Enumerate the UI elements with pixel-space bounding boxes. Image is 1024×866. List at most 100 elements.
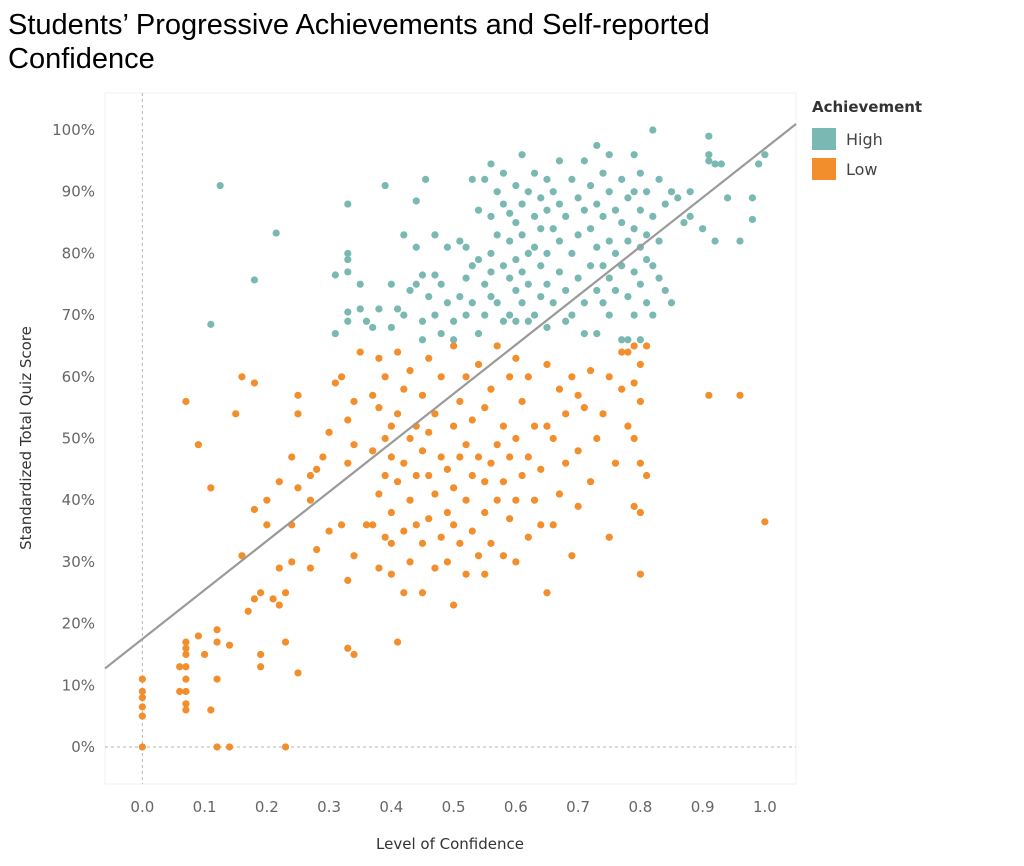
y-tick-label: 30% bbox=[62, 553, 95, 571]
legend-swatch-low bbox=[812, 158, 836, 180]
point-high bbox=[456, 292, 464, 301]
point-low bbox=[512, 354, 520, 362]
point-low bbox=[512, 434, 520, 443]
point-high bbox=[406, 286, 414, 295]
y-tick-label: 50% bbox=[62, 430, 95, 448]
point-high bbox=[630, 268, 638, 276]
point-low bbox=[512, 558, 520, 566]
point-high bbox=[593, 243, 601, 251]
legend-label-high: High bbox=[846, 129, 883, 149]
point-high bbox=[362, 317, 371, 325]
point-low bbox=[437, 373, 445, 381]
point-high bbox=[555, 157, 564, 165]
point-high bbox=[344, 255, 352, 264]
point-low bbox=[275, 601, 283, 609]
point-high bbox=[530, 311, 539, 319]
point-high bbox=[624, 194, 632, 202]
point-high bbox=[344, 268, 352, 276]
point-low bbox=[387, 508, 395, 517]
point-high bbox=[580, 299, 588, 307]
point-low bbox=[400, 385, 408, 393]
point-low bbox=[624, 348, 632, 356]
x-tick-label: 0.6 bbox=[504, 798, 528, 816]
point-low bbox=[549, 434, 557, 443]
point-low bbox=[574, 391, 582, 399]
point-high bbox=[624, 292, 632, 301]
point-low bbox=[568, 373, 576, 381]
point-low bbox=[450, 484, 458, 492]
point-high bbox=[518, 299, 526, 307]
point-high bbox=[331, 271, 339, 279]
point-low bbox=[344, 459, 352, 467]
point-high bbox=[636, 280, 644, 288]
point-low bbox=[456, 539, 464, 547]
point-low bbox=[499, 552, 508, 560]
point-low bbox=[306, 564, 315, 572]
point-high bbox=[506, 311, 514, 319]
legend-item-high[interactable]: High bbox=[812, 124, 922, 154]
point-low bbox=[425, 428, 433, 436]
point-low bbox=[593, 434, 601, 443]
point-low bbox=[524, 453, 532, 461]
point-high bbox=[421, 175, 430, 183]
x-tick-label: 0.9 bbox=[691, 798, 715, 816]
point-low bbox=[381, 533, 389, 541]
point-low bbox=[313, 545, 321, 554]
point-low bbox=[618, 385, 626, 393]
point-low bbox=[450, 521, 458, 529]
plot-area bbox=[104, 92, 797, 785]
point-low bbox=[381, 373, 389, 381]
point-low bbox=[443, 465, 451, 473]
point-high bbox=[499, 262, 508, 270]
point-low bbox=[238, 373, 246, 381]
point-low bbox=[344, 416, 352, 424]
point-low bbox=[530, 496, 539, 504]
point-low bbox=[387, 570, 395, 578]
point-low bbox=[506, 515, 514, 523]
legend-title: Achievement bbox=[812, 98, 923, 116]
point-high bbox=[512, 317, 520, 325]
point-high bbox=[487, 292, 495, 301]
point-low bbox=[537, 465, 545, 473]
point-high bbox=[580, 206, 588, 214]
y-tick-label: 100% bbox=[52, 121, 95, 139]
point-low bbox=[213, 675, 221, 683]
point-low bbox=[294, 669, 302, 677]
y-tick-label: 10% bbox=[62, 676, 95, 694]
legend-item-low[interactable]: Low bbox=[812, 154, 922, 184]
point-low bbox=[381, 434, 389, 443]
point-low bbox=[450, 342, 458, 350]
point-high bbox=[711, 237, 719, 245]
point-low bbox=[481, 508, 489, 517]
point-high bbox=[580, 330, 588, 338]
point-high bbox=[624, 237, 632, 245]
x-tick-label: 0.0 bbox=[130, 798, 154, 816]
point-high bbox=[748, 215, 757, 224]
point-low bbox=[138, 743, 146, 751]
point-high bbox=[499, 200, 508, 208]
y-tick-label: 80% bbox=[62, 244, 95, 262]
point-high bbox=[655, 274, 663, 282]
point-low bbox=[225, 743, 234, 751]
y-tick-label: 20% bbox=[62, 615, 95, 633]
point-low bbox=[474, 453, 483, 461]
point-high bbox=[412, 243, 420, 251]
point-high bbox=[649, 262, 657, 270]
point-low bbox=[586, 478, 595, 486]
point-low bbox=[400, 589, 408, 597]
point-low bbox=[425, 354, 433, 362]
point-low bbox=[138, 694, 146, 702]
point-low bbox=[288, 558, 296, 566]
point-low bbox=[194, 632, 202, 640]
point-low bbox=[176, 663, 184, 671]
point-high bbox=[568, 249, 576, 258]
point-high bbox=[474, 330, 483, 338]
point-low bbox=[350, 650, 358, 659]
point-low bbox=[406, 496, 414, 504]
point-high bbox=[680, 218, 688, 227]
point-low bbox=[437, 453, 445, 461]
point-low bbox=[543, 422, 551, 430]
point-low bbox=[375, 354, 383, 362]
point-low bbox=[306, 471, 315, 480]
point-high bbox=[642, 188, 651, 196]
